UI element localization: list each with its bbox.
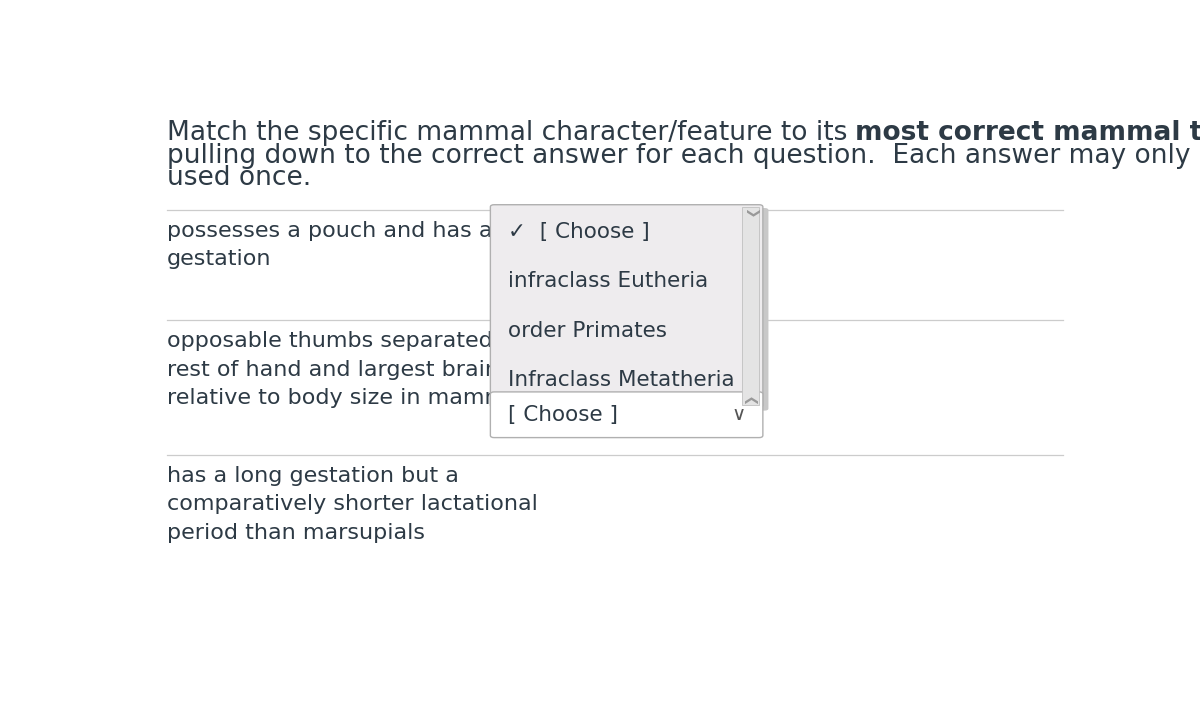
Text: opposable thumbs separated from
rest of hand and largest brain size
relative to : opposable thumbs separated from rest of … (167, 331, 552, 408)
FancyBboxPatch shape (743, 207, 760, 405)
Text: used once.: used once. (167, 165, 311, 191)
Text: pulling down to the correct answer for each question.  Each answer may only be: pulling down to the correct answer for e… (167, 142, 1200, 169)
Text: possesses a pouch and has a short
gestation: possesses a pouch and has a short gestat… (167, 221, 557, 270)
Text: [ Choose ]: [ Choose ] (508, 405, 618, 425)
Text: ✓  [ Choose ]: ✓ [ Choose ] (508, 222, 650, 242)
FancyBboxPatch shape (494, 208, 768, 410)
Text: most correct mammal taxon: most correct mammal taxon (856, 120, 1200, 146)
Text: has a long gestation but a
comparatively shorter lactational
period than marsupi: has a long gestation but a comparatively… (167, 465, 538, 543)
Text: ❯: ❯ (744, 393, 757, 404)
Text: order Primates: order Primates (508, 321, 667, 341)
Text: infraclass Eutheria: infraclass Eutheria (508, 271, 708, 291)
Text: ❯: ❯ (744, 208, 757, 219)
Text: ∨: ∨ (732, 405, 746, 424)
FancyBboxPatch shape (491, 392, 763, 438)
Text: Infraclass Metatheria: Infraclass Metatheria (508, 370, 734, 390)
Text: Match the specific mammal character/feature to its: Match the specific mammal character/feat… (167, 120, 856, 146)
FancyBboxPatch shape (491, 204, 763, 408)
